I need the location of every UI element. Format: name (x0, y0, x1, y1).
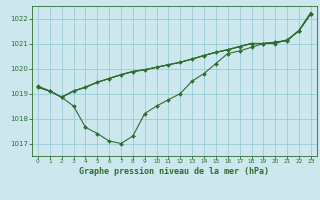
X-axis label: Graphe pression niveau de la mer (hPa): Graphe pression niveau de la mer (hPa) (79, 167, 269, 176)
